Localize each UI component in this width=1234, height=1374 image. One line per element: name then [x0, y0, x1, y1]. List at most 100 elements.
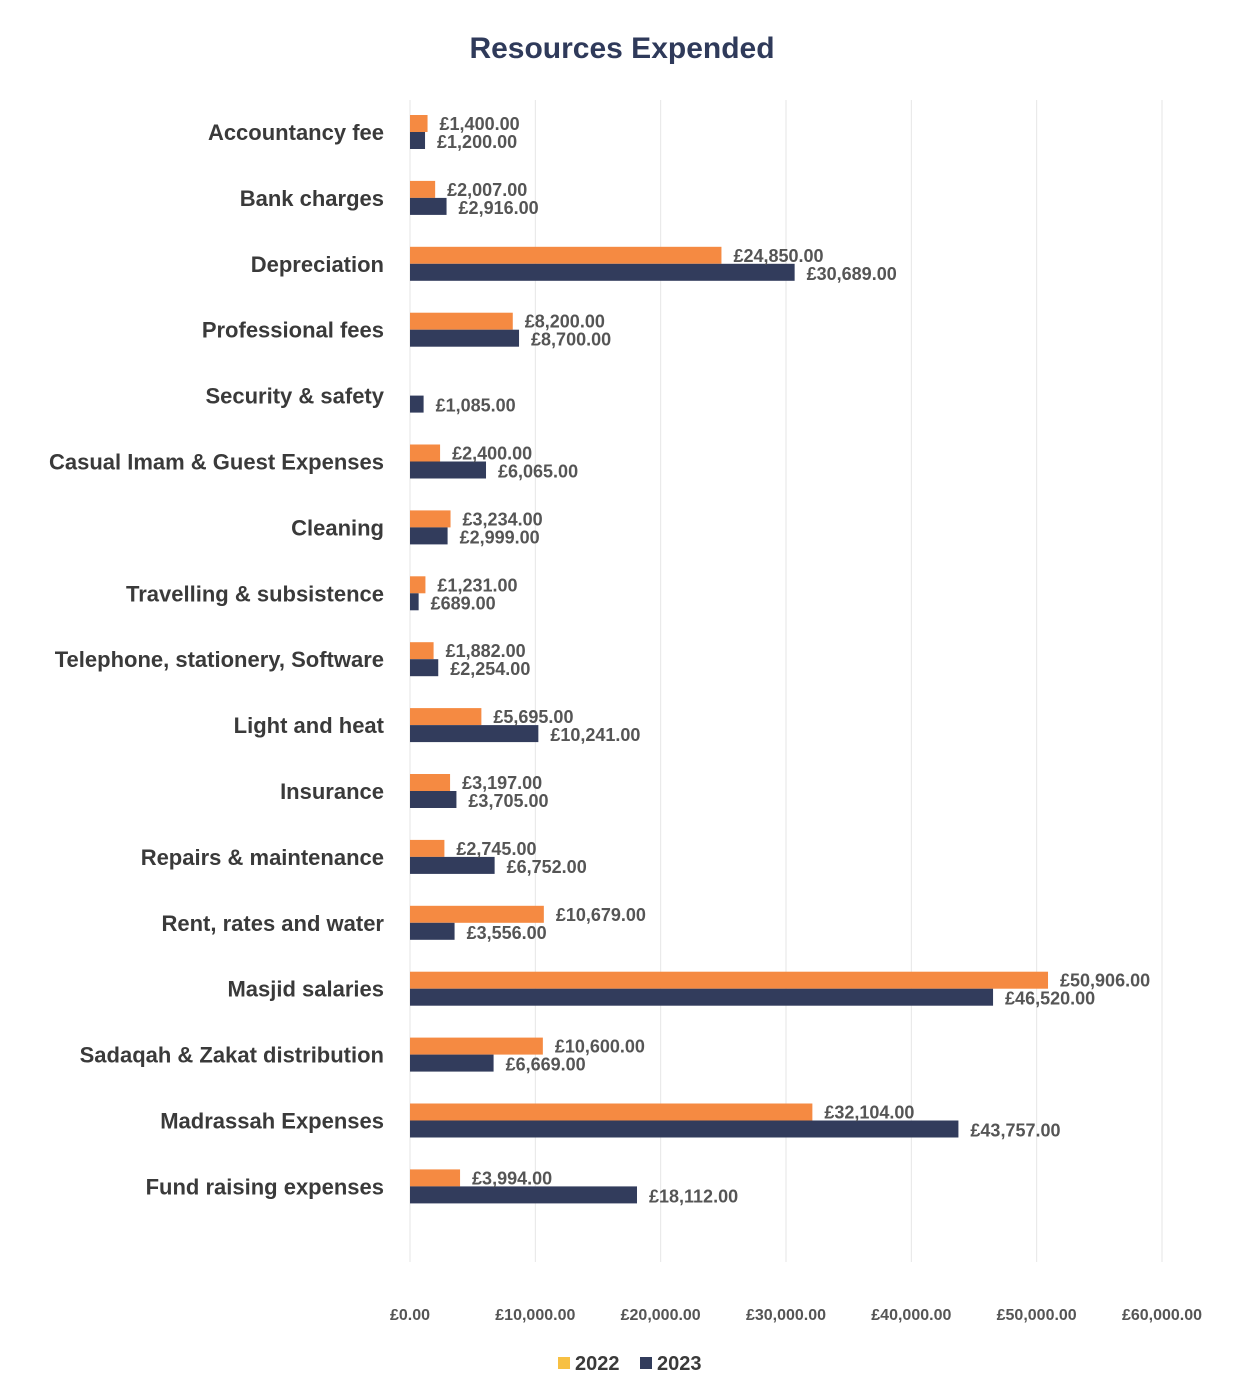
data-label-2022: £2,745.00 — [456, 839, 536, 859]
data-label-2022: £24,850.00 — [733, 246, 823, 266]
data-label-2023: £2,999.00 — [460, 527, 540, 547]
data-label-2023: £3,705.00 — [468, 791, 548, 811]
category-label: Telephone, stationery, Software — [55, 647, 384, 672]
bar-2022 — [410, 576, 426, 594]
bar-2022 — [410, 642, 434, 660]
chart-title: Resources Expended — [469, 32, 774, 65]
bar-2023 — [410, 1054, 494, 1072]
bar-2023 — [410, 329, 520, 347]
category-label: Sadaqah & Zakat distribution — [80, 1043, 384, 1068]
category-label: Casual Imam & Guest Expenses — [49, 450, 384, 475]
data-label-2022: £32,104.00 — [824, 1103, 914, 1123]
data-label-2022: £10,679.00 — [556, 905, 646, 925]
x-tick-label: £20,000.00 — [621, 1307, 701, 1324]
data-label-2022: £3,994.00 — [472, 1168, 552, 1188]
category-label: Professional fees — [202, 318, 384, 343]
x-tick-label: £0.00 — [390, 1307, 430, 1324]
data-label-2023: £6,669.00 — [506, 1055, 586, 1075]
data-label-2023: £2,254.00 — [450, 659, 530, 679]
bar-2022 — [410, 971, 1049, 989]
category-label: Accountancy fee — [208, 120, 384, 145]
category-label: Security & safety — [205, 384, 384, 409]
category-label: Masjid salaries — [227, 977, 384, 1002]
legend-label: 2023 — [657, 1353, 702, 1374]
data-label-2022: £2,400.00 — [452, 444, 532, 464]
legend-label: 2022 — [575, 1353, 620, 1374]
bar-2023 — [410, 1120, 959, 1138]
data-label-2023: £689.00 — [431, 593, 496, 613]
bar-2022 — [410, 905, 544, 923]
bar-2023 — [410, 527, 448, 545]
bar-2023 — [410, 1186, 638, 1204]
data-label-2023: £6,065.00 — [498, 462, 578, 482]
legend: 2022 2023 — [558, 1353, 702, 1374]
bar-2023 — [410, 659, 439, 677]
data-label-2022: £2,007.00 — [447, 180, 527, 200]
category-label: Depreciation — [251, 252, 384, 277]
bar-2023 — [410, 856, 495, 874]
bar-2022 — [410, 1037, 543, 1055]
x-axis-ticks: £0.00 £10,000.00 £20,000.00 £30,000.00 £40,0… — [390, 1307, 1202, 1324]
bar-2023 — [410, 395, 424, 413]
data-label-2023: £2,916.00 — [459, 198, 539, 218]
bar-2023 — [410, 725, 539, 743]
bar-2022 — [410, 1103, 813, 1121]
data-label-2023: £3,556.00 — [467, 923, 547, 943]
data-label-2022: £1,882.00 — [446, 641, 526, 661]
x-tick-label: £30,000.00 — [746, 1307, 826, 1324]
category-label: Fund raising expenses — [146, 1174, 384, 1199]
category-label: Repairs & maintenance — [141, 845, 384, 870]
category-label: Bank charges — [240, 186, 384, 211]
data-label-2023: £6,752.00 — [507, 857, 587, 877]
bar-2022 — [410, 444, 441, 462]
data-label-2023: £46,520.00 — [1005, 989, 1095, 1009]
data-label-2023: £1,085.00 — [436, 396, 516, 416]
bar-2023 — [410, 922, 455, 940]
data-label-2022: £8,200.00 — [525, 312, 605, 332]
bar-2023 — [410, 197, 447, 215]
data-label-2022: £5,695.00 — [493, 707, 573, 727]
data-label-2022: £50,906.00 — [1060, 971, 1150, 991]
x-tick-label: £50,000.00 — [997, 1307, 1077, 1324]
gridlines — [409, 100, 1163, 1262]
data-label-2023: £30,689.00 — [807, 264, 897, 284]
bar-2023 — [410, 791, 457, 808]
x-tick-label: £40,000.00 — [871, 1307, 951, 1324]
category-labels: Accountancy fee Bank charges Depreciation P… — [49, 120, 385, 1199]
bar-2022 — [410, 839, 445, 857]
data-label-2022: £1,400.00 — [440, 114, 520, 134]
category-label: Insurance — [280, 779, 384, 804]
legend-swatch — [558, 1357, 570, 1369]
bar-2022 — [410, 708, 482, 726]
category-label: Cleaning — [291, 515, 384, 540]
bar-2022 — [410, 115, 428, 132]
data-labels: £1,400.00£1,200.00 £2,007.00£2,916.00 £24,… — [431, 114, 1150, 1206]
bar-2022 — [410, 774, 451, 791]
bar-2023 — [410, 988, 994, 1006]
legend-swatch — [640, 1357, 652, 1369]
data-label-2023: £1,200.00 — [437, 132, 517, 152]
bar-2022 — [410, 312, 513, 330]
x-tick-label: £10,000.00 — [495, 1307, 575, 1324]
category-label: Madrassah Expenses — [160, 1109, 384, 1134]
x-tick-label: £60,000.00 — [1122, 1307, 1202, 1324]
bar-2023 — [410, 593, 419, 611]
category-label: Rent, rates and water — [161, 911, 384, 936]
bar-2022 — [410, 1169, 461, 1187]
bars — [410, 115, 1049, 1204]
bar-2023 — [410, 461, 487, 479]
data-label-2023: £10,241.00 — [550, 725, 640, 745]
data-label-2022: £3,234.00 — [463, 509, 543, 529]
data-label-2022: £1,231.00 — [437, 575, 517, 595]
category-label: Travelling & subsistence — [126, 581, 384, 606]
data-label-2022: £3,197.00 — [462, 773, 542, 793]
data-label-2022: £10,600.00 — [555, 1037, 645, 1057]
bar-2022 — [410, 510, 451, 528]
category-label: Light and heat — [234, 713, 385, 738]
bar-2023 — [410, 132, 426, 149]
data-label-2023: £8,700.00 — [531, 330, 611, 350]
data-label-2023: £43,757.00 — [970, 1121, 1060, 1141]
bar-2022 — [410, 180, 436, 198]
